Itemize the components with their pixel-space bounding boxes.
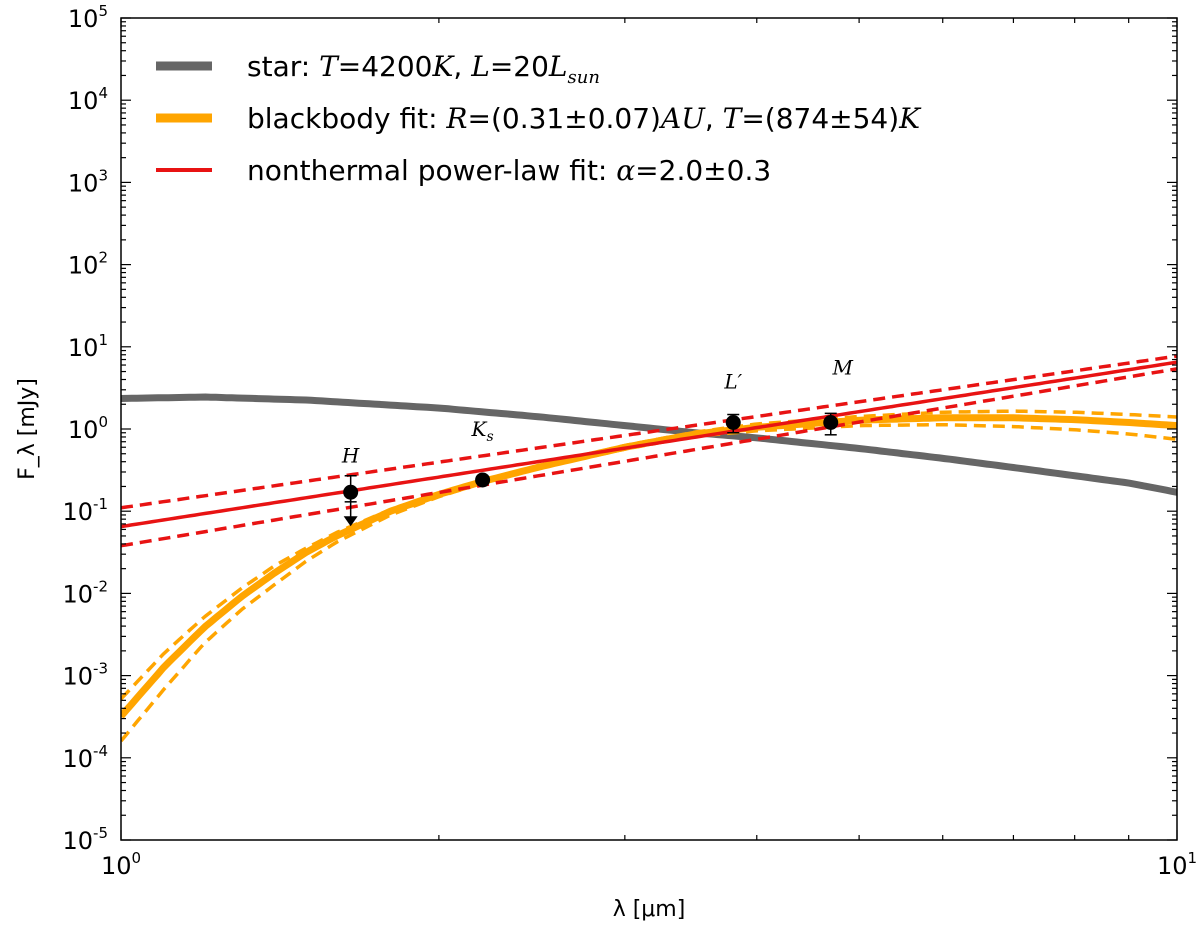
data-point-m: [823, 412, 839, 436]
y-tick-label: 10-3: [62, 660, 108, 691]
point-label-m: M: [831, 355, 853, 379]
plot-frame: [120, 17, 1178, 841]
x-axis-label: λ [μm]: [613, 897, 686, 922]
y-axis-label: F_λ [mJy]: [15, 378, 40, 480]
x-tick-label: 101: [1157, 849, 1197, 880]
data-point-l: [725, 413, 741, 434]
y-tick-label: 10-5: [62, 824, 108, 855]
y-tick-label: 103: [68, 166, 108, 197]
y-tick-label: 100: [68, 413, 108, 444]
star-line: [121, 393, 1177, 496]
y-tick-label: 105: [68, 2, 108, 33]
legend-label-blackbody: blackbody fit: R=(0.31±0.07)AU, T=(874±5…: [247, 102, 922, 135]
legend-entry-blackbody: blackbody fit: R=(0.31±0.07)AU, T=(874±5…: [156, 102, 922, 135]
legend-label-powerlaw: nonthermal power-law fit: α=2.0±0.3: [247, 154, 771, 187]
blackbody-band-lower-line: [121, 422, 1177, 743]
x-tick-label: 100: [101, 849, 141, 880]
powerlaw-band-upper-line: [121, 354, 1177, 510]
powerlaw-band-lower-line: [121, 367, 1177, 548]
legend: star: T=4200K, L=20Lsun blackbody fit: R=…: [156, 50, 922, 187]
legend-label-star: star: T=4200K, L=20Lsun: [247, 50, 600, 88]
y-tick-label: 10-1: [62, 495, 108, 526]
y-tick-label: 101: [68, 331, 108, 362]
plot-area: [121, 354, 1177, 743]
tick-labels: 10-5 10-4 10-3 10-2 10-1 100 101 102 103 104 105 10…: [62, 2, 1197, 880]
y-tick-label: 10-2: [62, 577, 108, 608]
y-tick-label: 10-4: [62, 742, 108, 773]
legend-entry-star: star: T=4200K, L=20Lsun: [156, 50, 600, 88]
data-point-h: [343, 474, 359, 527]
powerlaw-line: [121, 360, 1177, 529]
data-point-k: [475, 472, 491, 488]
legend-entry-powerlaw: nonthermal power-law fit: α=2.0±0.3: [156, 154, 771, 187]
y-tick-label: 104: [68, 84, 108, 115]
point-label-l: L′: [723, 369, 742, 393]
y-tick-label: 102: [68, 249, 108, 280]
point-label-h: H: [341, 443, 360, 467]
